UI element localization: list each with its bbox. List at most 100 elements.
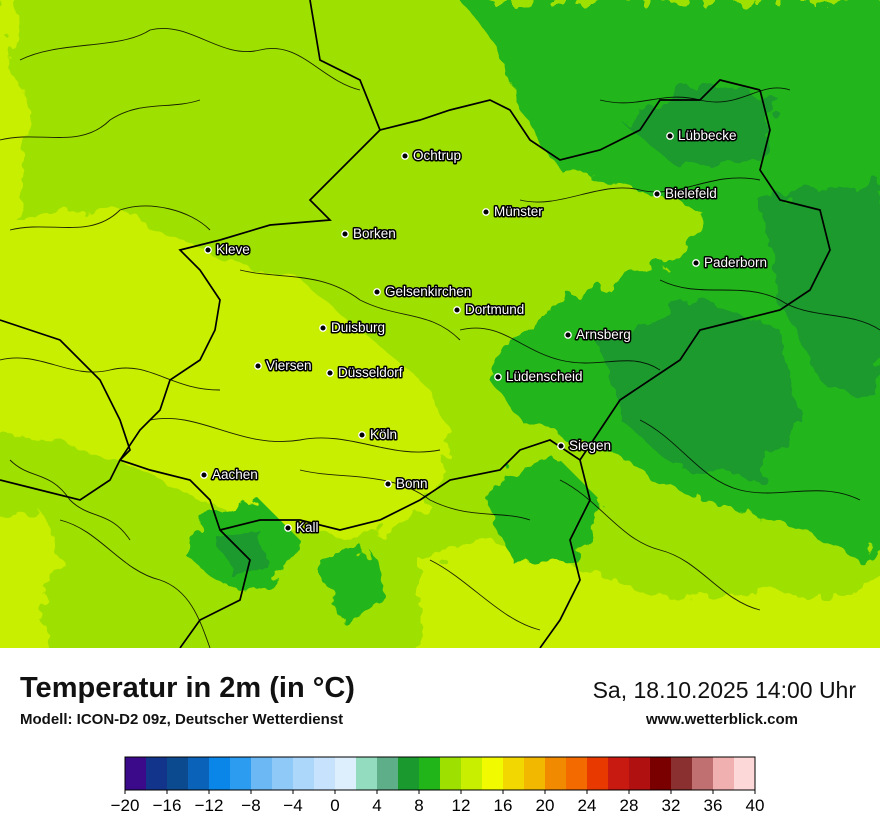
- city-label: Borken: [353, 226, 396, 241]
- legend-swatch: [503, 757, 525, 790]
- city-dot: [653, 190, 661, 198]
- city-label: Bonn: [396, 476, 428, 491]
- city-label-outline: Bonn: [396, 476, 428, 491]
- city-dot: [341, 230, 349, 238]
- city-dot: [666, 132, 674, 140]
- city-label: Viersen: [266, 358, 312, 373]
- website-link[interactable]: www.wetterblick.com: [646, 711, 798, 728]
- city-label-outline: Paderborn: [704, 255, 767, 270]
- legend-swatch: [167, 757, 189, 790]
- legend-swatch: [566, 757, 588, 790]
- city-label-outline: Siegen: [569, 438, 611, 453]
- legend-swatch: [671, 757, 693, 790]
- city-label-outline: Köln: [370, 427, 397, 442]
- legend-tick-label: −8: [241, 796, 260, 815]
- legend-swatch: [440, 757, 462, 790]
- city-dot: [692, 259, 700, 267]
- city-label-outline: Düsseldorf: [338, 365, 403, 380]
- city-dot: [453, 306, 461, 314]
- legend-tick-label: 4: [372, 796, 381, 815]
- legend-tick-label: 36: [704, 796, 723, 815]
- legend-frame: [124, 756, 756, 791]
- legend-tick-label: 16: [494, 796, 513, 815]
- legend-tick-label: 28: [620, 796, 639, 815]
- city-dot: [401, 152, 409, 160]
- legend-tick-label: −12: [195, 796, 224, 815]
- city-dot: [200, 471, 208, 479]
- city-label-outline: Gelsenkirchen: [385, 284, 471, 299]
- legend-tick-label: 20: [536, 796, 555, 815]
- city-label-outline: Lübbecke: [678, 128, 737, 143]
- legend-swatch: [398, 757, 420, 790]
- city-dot: [326, 369, 334, 377]
- legend-swatch: [419, 757, 441, 790]
- legend-tick-label: 32: [662, 796, 681, 815]
- region-borders: [0, 28, 880, 648]
- legend-swatch: [629, 757, 651, 790]
- city-dot: [284, 524, 292, 532]
- city-dot: [358, 431, 366, 439]
- city-label-outline: Kall: [296, 520, 319, 535]
- legend-tick-label: 8: [414, 796, 423, 815]
- city-markers: LübbeckeLübbeckeOchtrupOchtrupBielefeldB…: [200, 127, 769, 537]
- city-label: Gelsenkirchen: [385, 284, 471, 299]
- city-label: Kall: [296, 520, 319, 535]
- legend-swatch: [650, 757, 672, 790]
- legend-swatch: [251, 757, 273, 790]
- city-dot: [319, 324, 327, 332]
- city-label: Aachen: [212, 467, 258, 482]
- legend-swatch: [692, 757, 714, 790]
- legend-tick-label: −16: [153, 796, 182, 815]
- legend-swatch: [524, 757, 546, 790]
- city-dot: [564, 331, 572, 339]
- legend-swatch: [314, 757, 336, 790]
- city-label-outline: Dortmund: [465, 302, 524, 317]
- legend-tick-label: 40: [746, 796, 765, 815]
- legend-swatch: [482, 757, 504, 790]
- city-label: Lüdenscheid: [506, 369, 583, 384]
- legend-swatch: [293, 757, 315, 790]
- legend-swatch: [377, 757, 399, 790]
- temperature-field: [0, 0, 880, 648]
- legend-swatch: [587, 757, 609, 790]
- city-label-outline: Duisburg: [331, 320, 385, 335]
- legend-swatch: [713, 757, 735, 790]
- city-label-outline: Kleve: [216, 242, 250, 257]
- city-label: Arnsberg: [576, 327, 631, 342]
- city-dot: [557, 442, 565, 450]
- city-label-outline: Münster: [494, 204, 543, 219]
- city-dot: [254, 362, 262, 370]
- city-label: Dortmund: [465, 302, 524, 317]
- legend-swatch: [188, 757, 210, 790]
- legend-swatch: [209, 757, 231, 790]
- city-dot: [482, 208, 490, 216]
- model-info: Modell: ICON-D2 09z, Deutscher Wetterdie…: [20, 711, 344, 728]
- city-dot: [384, 480, 392, 488]
- legend-tick-label: 12: [452, 796, 471, 815]
- temperature-legend: −20 −16 −12 −8 −4 0 4 8 12 16 20 24 28 32 36 40: [111, 756, 765, 815]
- temperature-map: LübbeckeLübbeckeOchtrupOchtrupBielefeldB…: [0, 0, 880, 648]
- city-label: Paderborn: [704, 255, 767, 270]
- legend-swatch: [272, 757, 294, 790]
- legend-swatch: [545, 757, 567, 790]
- city-label-outline: Aachen: [212, 467, 258, 482]
- footer: [0, 648, 880, 830]
- city-label-outline: Viersen: [266, 358, 312, 373]
- legend-tick-label: −4: [283, 796, 302, 815]
- legend-tick-label: −20: [111, 796, 140, 815]
- forecast-datetime: Sa, 18.10.2025 14:00 Uhr: [592, 677, 856, 703]
